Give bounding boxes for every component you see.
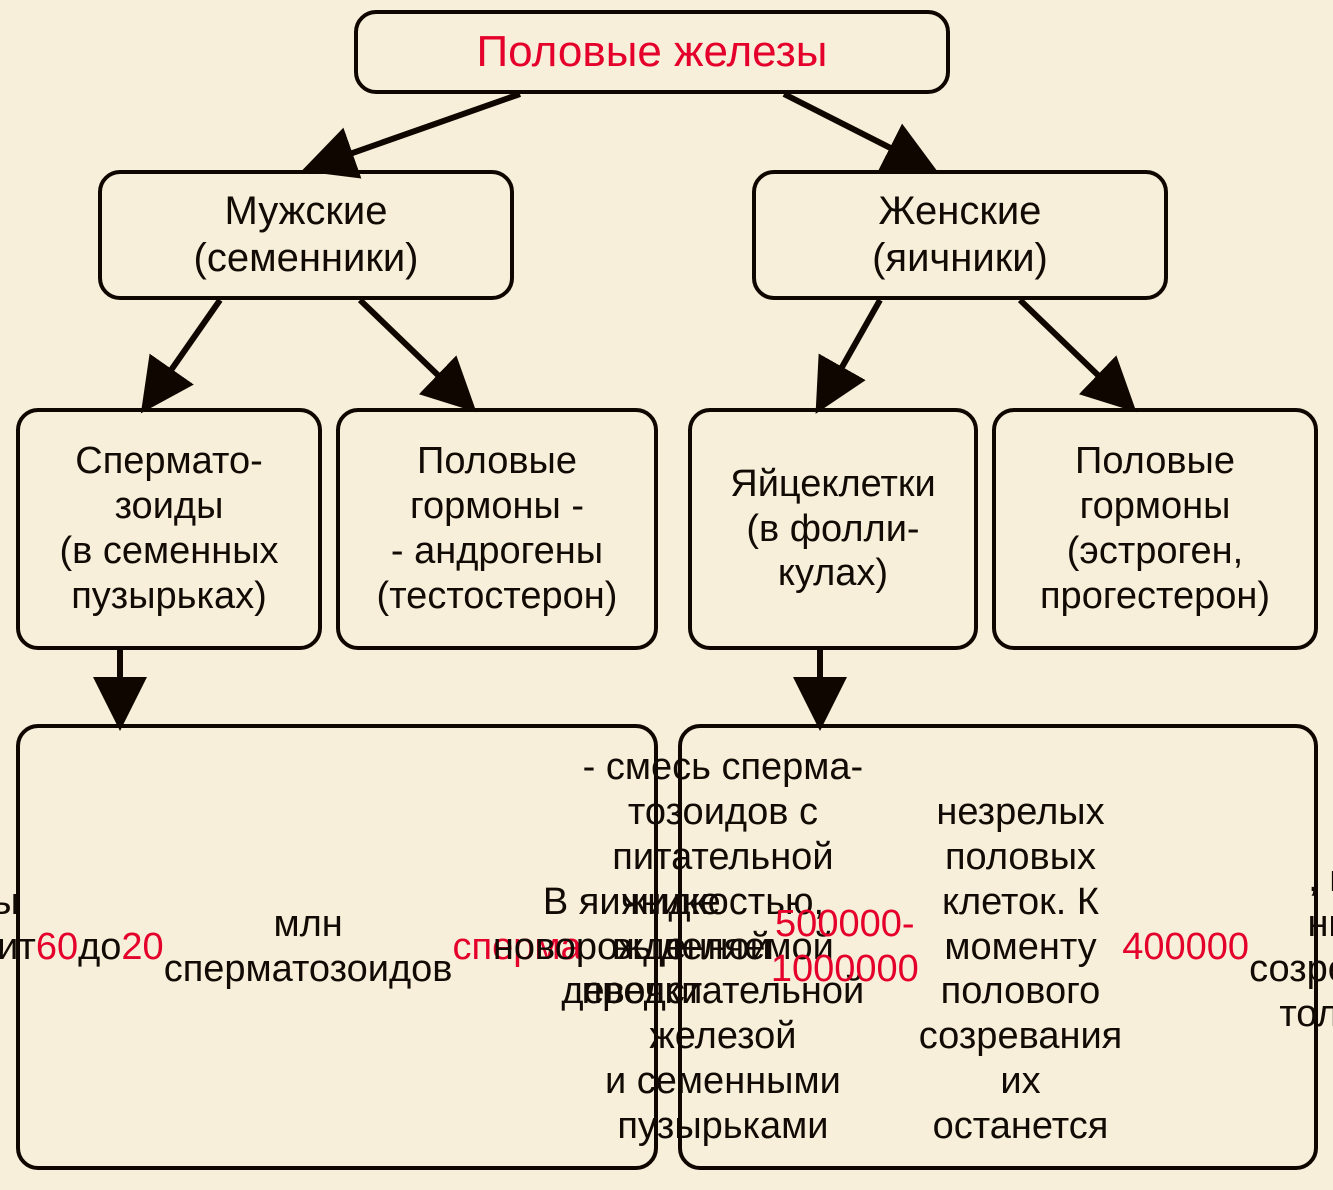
arrow xyxy=(820,300,880,406)
node-sperm_cells: Спермато-зоиды(в семенныхпузырьках) xyxy=(16,408,322,650)
arrow xyxy=(310,94,520,168)
arrow xyxy=(784,94,930,168)
node-male_hormones: Половыегормоны -- андрогены(тестостерон) xyxy=(336,408,658,650)
node-female_hormones: Половыегормоны(эстроген,прогестерон) xyxy=(992,408,1318,650)
node-egg_detail: В яичнике новорожденнойдевочки 500000-10… xyxy=(678,724,1318,1170)
arrow xyxy=(146,300,220,406)
node-male: Мужские(семенники) xyxy=(98,170,514,300)
arrow xyxy=(360,300,470,406)
node-egg_cells: Яйцеклетки(в фолли-кулах) xyxy=(688,408,978,650)
node-female: Женские(яичники) xyxy=(752,170,1168,300)
arrow xyxy=(1020,300,1130,406)
node-root: Половые железы xyxy=(354,10,950,94)
